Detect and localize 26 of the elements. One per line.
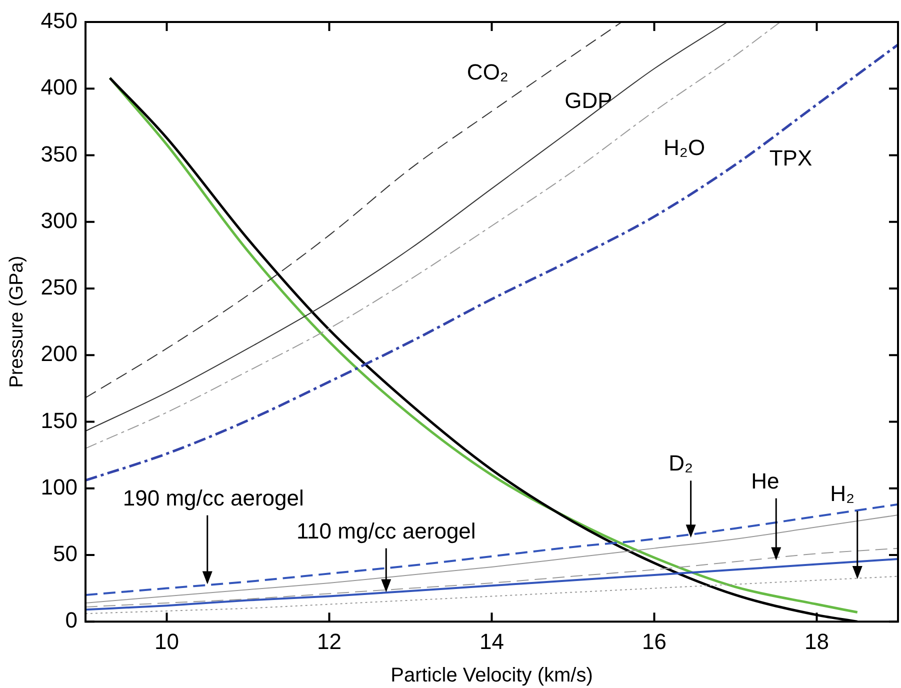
annotation: 190 mg/cc aerogel [122,485,304,510]
x-tick-label: 14 [480,628,504,654]
y-tick-label: 300 [40,208,78,233]
x-tick-label: 18 [804,628,829,654]
y-tick-label: 250 [40,274,78,300]
x-tick-label: 16 [642,628,666,654]
y-axis-title: Pressure (GPa) [6,256,28,388]
y-tick-label: 450 [40,8,78,34]
y-tick-label: 50 [53,541,78,566]
y-tick-label: 150 [40,408,78,433]
x-tick-label: 10 [154,628,179,654]
y-tick-label: 400 [40,74,78,100]
y-tick-label: 200 [40,341,78,366]
annotation: D₂ [668,450,694,476]
y-tick-label: 350 [40,141,78,166]
annotation: GDP [564,88,612,113]
annotation: H₂O [664,135,706,160]
x-axis-title: Particle Velocity (km/s) [390,664,593,687]
y-tick-label: 0 [65,608,78,633]
annotation: 110 mg/cc aerogel [296,518,476,544]
annotation: CO₂ [466,60,508,85]
annotation: H₂ [830,481,855,506]
annotation: He [751,468,780,494]
x-tick-label: 12 [317,628,342,654]
y-tick-label: 100 [40,474,78,500]
annotation: TPX [769,145,812,170]
